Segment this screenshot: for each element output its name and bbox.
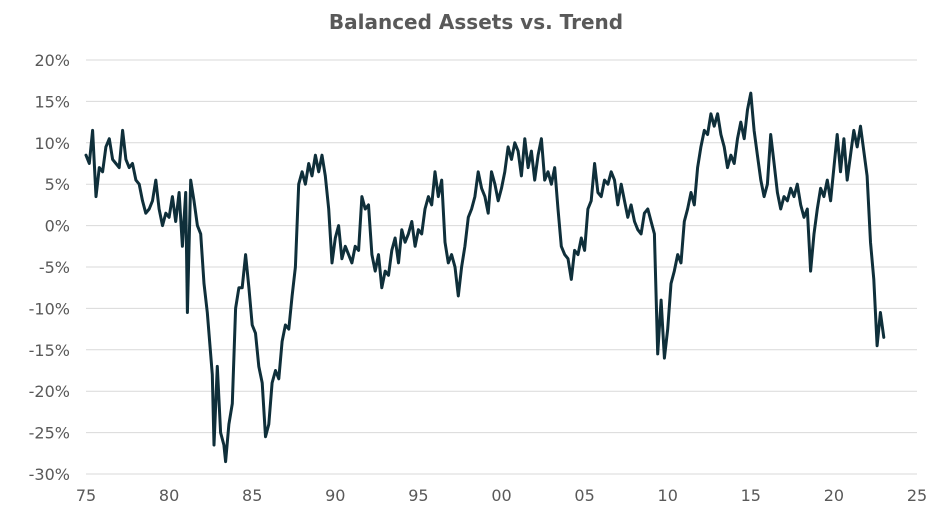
series-line (84, 91, 886, 464)
series-layer (84, 91, 886, 464)
gridlines (86, 59, 917, 475)
x-tick-label: 00 (491, 486, 511, 505)
y-tick-label: 20% (34, 51, 70, 70)
y-tick-label: -20% (29, 382, 70, 401)
x-tick-label: 15 (741, 486, 761, 505)
y-tick-label: -10% (29, 299, 70, 318)
y-tick-label: -25% (29, 424, 70, 443)
x-tick-label: 25 (907, 486, 927, 505)
x-tick-label: 95 (408, 486, 428, 505)
x-tick-label: 05 (574, 486, 594, 505)
x-tick-label: 80 (159, 486, 179, 505)
x-tick-label: 10 (658, 486, 678, 505)
x-tick-label: 90 (325, 486, 345, 505)
y-tick-label: 5% (45, 175, 70, 194)
y-tick-label: 10% (34, 134, 70, 153)
y-tick-label: -15% (29, 341, 70, 360)
y-tick-label: -5% (39, 258, 70, 277)
x-axis-tick-labels: 75 80 85 90 95 00 05 10 15 20 25 (76, 486, 927, 505)
y-axis-tick-labels: 20% 15% 10% 5% 0% -5% -10% -15% -20% -25% -30% (29, 51, 70, 484)
x-tick-label: 85 (242, 486, 262, 505)
y-tick-label: 15% (34, 92, 70, 111)
x-tick-label: 75 (76, 486, 96, 505)
y-tick-label: 0% (45, 217, 70, 236)
chart-title: Balanced Assets vs. Trend (328, 10, 624, 34)
x-tick-label: 20 (824, 486, 844, 505)
y-tick-label: -30% (29, 465, 70, 484)
